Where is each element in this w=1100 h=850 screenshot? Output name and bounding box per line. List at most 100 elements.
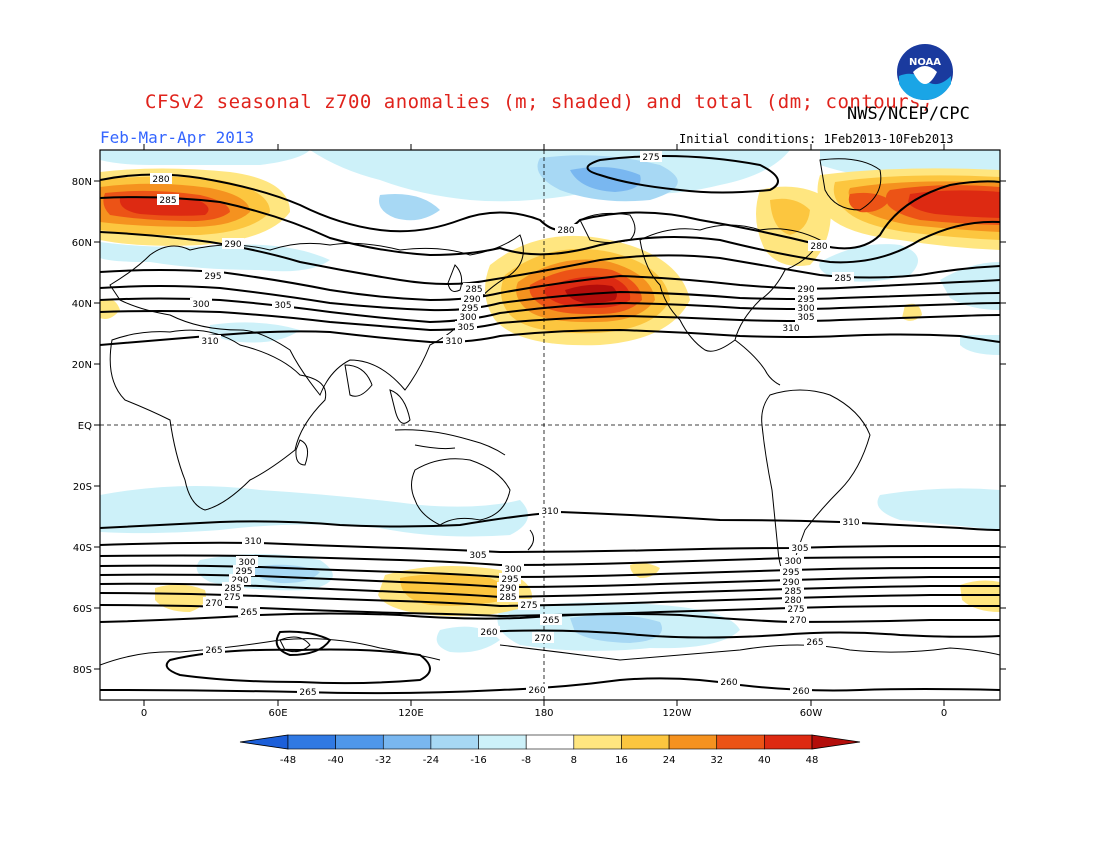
contour-label: 310 xyxy=(201,337,218,347)
colorbar-tick-label: -8 xyxy=(521,755,531,766)
colorbar-swatch xyxy=(621,734,670,750)
contour-label: 300 xyxy=(797,304,814,314)
sh-contour-labels: 310 310 310 305 305 300 300 300 295 295 … xyxy=(203,505,862,698)
colorbar-swatches xyxy=(287,734,813,750)
lat-label: 40S xyxy=(73,543,92,554)
lat-label: EQ xyxy=(78,421,92,432)
colorbar-swatch xyxy=(668,734,718,750)
initial-conditions: Initial conditions: 1Feb2013-10Feb2013 xyxy=(679,132,954,146)
contour-label: 265 xyxy=(299,688,316,698)
contour-label: 265 xyxy=(542,616,559,626)
colorbar-swatch xyxy=(478,734,527,750)
lat-label: 20S xyxy=(73,482,92,493)
contour-label: 275 xyxy=(520,601,537,611)
contour-label: 295 xyxy=(501,575,518,585)
contour-label: 295 xyxy=(461,304,478,314)
colorbar-tick-label: 48 xyxy=(806,755,819,766)
contour-label: 290 xyxy=(463,295,480,305)
colorbar-tick-label: 8 xyxy=(571,755,577,766)
contour-label: 290 xyxy=(231,576,248,586)
contour-label: 260 xyxy=(480,628,497,638)
colorbar-tick-label: -32 xyxy=(375,755,391,766)
contour-label: 300 xyxy=(192,300,209,310)
reference-lines xyxy=(100,150,1000,700)
contour-label: 290 xyxy=(797,285,814,295)
lon-label: 120W xyxy=(663,708,692,719)
agency-label: NWS/NCEP/CPC xyxy=(847,104,970,124)
lat-label: 60S xyxy=(73,604,92,615)
contour-label: 275 xyxy=(223,593,240,603)
contour-label: 260 xyxy=(792,687,809,697)
colorbar-tick-label: -24 xyxy=(423,755,439,766)
contour-label: 265 xyxy=(806,638,823,648)
contour-label: 260 xyxy=(720,678,737,688)
contour-label: 270 xyxy=(205,599,222,609)
lon-labels: 0 60E 120E 180 120W 60W 0 xyxy=(141,708,947,719)
contour-label: 260 xyxy=(528,686,545,696)
colorbar-swatch xyxy=(716,734,765,750)
contour-label: 285 xyxy=(465,285,482,295)
contour-label: 310 xyxy=(244,537,261,547)
colorbar-swatch xyxy=(287,734,336,750)
lon-label: 0 xyxy=(141,708,147,719)
colorbar-tick-label: 32 xyxy=(710,755,723,766)
contour-label: 295 xyxy=(235,567,252,577)
contour-label: 270 xyxy=(534,634,551,644)
contour-label: 305 xyxy=(457,323,474,333)
lat-label: 80N xyxy=(72,177,92,188)
coastlines xyxy=(100,158,1000,666)
lat-labels: 80N 60N 40N 20N EQ 20S 40S 60S 80S xyxy=(72,177,92,676)
contour-label: 265 xyxy=(240,608,257,618)
colorbar-swatch xyxy=(573,734,622,750)
positive-anomalies xyxy=(100,168,1000,617)
contour-label: 290 xyxy=(499,584,516,594)
contour-label: 295 xyxy=(782,568,799,578)
contour-label: 285 xyxy=(834,274,851,284)
contour-label: 275 xyxy=(787,605,804,615)
lon-label: 60W xyxy=(800,708,823,719)
contour-label: 295 xyxy=(797,295,814,305)
contour-label: 290 xyxy=(782,578,799,588)
colorbar-swatch xyxy=(430,734,479,750)
colorbar-tick-label: 24 xyxy=(663,755,676,766)
colorbar-arrow-left xyxy=(239,734,289,750)
nh-contour-labels: 275 280 280 280 285 285 285 290 290 290 … xyxy=(150,151,854,347)
contour-label: 280 xyxy=(784,596,801,606)
lat-label: 60N xyxy=(72,238,92,249)
colorbar-tick-label: -16 xyxy=(470,755,486,766)
lon-label: 60E xyxy=(268,708,287,719)
contour-label: 300 xyxy=(504,565,521,575)
colorbar: -48 -40 -32 -24 -16 -8 8 16 24 32 40 48 xyxy=(239,734,861,766)
contour-label: 305 xyxy=(791,544,808,554)
lat-label: 20N xyxy=(72,360,92,371)
contour-label: 270 xyxy=(789,616,806,626)
colorbar-tick-label: -48 xyxy=(280,755,296,766)
colorbar-swatch xyxy=(335,734,384,750)
colorbar-tick-label: 16 xyxy=(615,755,628,766)
forecast-period: Feb-Mar-Apr 2013 xyxy=(100,128,255,147)
noaa-logo: NOAA xyxy=(894,41,956,103)
axis-ticks xyxy=(94,144,1006,706)
colorbar-tick-label: 40 xyxy=(758,755,771,766)
contour-label: 305 xyxy=(274,301,291,311)
lon-label: 180 xyxy=(534,708,553,719)
contour-label: 280 xyxy=(810,242,827,252)
contour-label: 310 xyxy=(842,518,859,528)
contour-label: 280 xyxy=(557,226,574,236)
contour-label: 310 xyxy=(782,324,799,334)
contour-label: 265 xyxy=(205,646,222,656)
contour-labels: 275 280 280 280 285 285 285 290 290 290 … xyxy=(150,151,862,698)
contour-label: 300 xyxy=(784,557,801,567)
logo-text: NOAA xyxy=(909,57,941,68)
lon-label: 120E xyxy=(398,708,423,719)
contour-label: 300 xyxy=(459,313,476,323)
contour-label: 285 xyxy=(224,584,241,594)
contour-label: 305 xyxy=(797,313,814,323)
lat-label: 40N xyxy=(72,299,92,310)
colorbar-tick-label: -40 xyxy=(327,755,343,766)
contour-label: 275 xyxy=(642,153,659,163)
contour-label: 285 xyxy=(784,587,801,597)
lat-label: 80S xyxy=(73,665,92,676)
contour-label: 305 xyxy=(469,551,486,561)
